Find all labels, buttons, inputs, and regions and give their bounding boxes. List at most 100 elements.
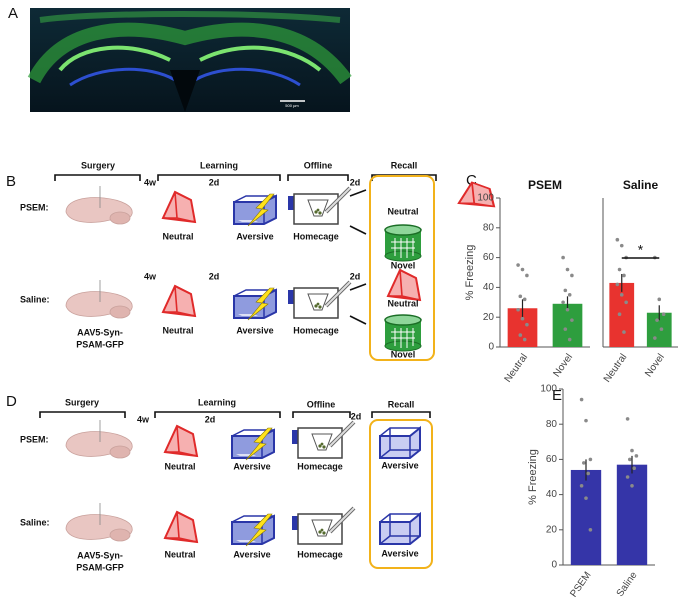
data-point bbox=[561, 300, 565, 305]
context-label: Homecage bbox=[297, 461, 343, 471]
interval: 2d bbox=[350, 177, 361, 187]
context-label: Aversive bbox=[381, 548, 418, 558]
context-label: Aversive bbox=[236, 231, 273, 241]
x-tick-label: PSEM bbox=[568, 570, 593, 599]
scale-bar-label: 500 µm bbox=[285, 103, 299, 108]
context-icon bbox=[384, 224, 422, 262]
data-point bbox=[619, 293, 624, 297]
diagram-d: Surgery Learning Offline Recall 4w 2d 2d… bbox=[20, 397, 433, 572]
interval: 2d bbox=[205, 414, 216, 424]
micrograph: 500 µm bbox=[27, 8, 352, 112]
data-point bbox=[615, 282, 620, 287]
y-tick-label: 60 bbox=[483, 252, 495, 263]
diagram-b: Surgery Learning Offline Recall 4w 2d 2d… bbox=[20, 160, 496, 361]
interval: 2d bbox=[209, 271, 220, 281]
virus-label: AAV5-Syn- bbox=[77, 550, 123, 560]
data-point bbox=[565, 307, 570, 312]
significance-label: * bbox=[638, 242, 644, 258]
data-point bbox=[567, 293, 572, 297]
data-point bbox=[657, 297, 662, 302]
data-point bbox=[588, 528, 593, 532]
panel-label: D bbox=[6, 393, 17, 410]
y-tick-label: 20 bbox=[546, 524, 558, 535]
context-label: Neutral bbox=[164, 549, 195, 559]
interval: 4w bbox=[137, 414, 150, 424]
context-label: Novel bbox=[391, 349, 416, 359]
chart-title: PSEM bbox=[528, 178, 562, 192]
data-point bbox=[617, 267, 622, 272]
data-point bbox=[625, 417, 630, 421]
data-point bbox=[565, 267, 570, 272]
stage-label: Offline bbox=[307, 399, 336, 409]
data-point bbox=[659, 327, 664, 331]
homecage-icon bbox=[290, 420, 356, 460]
data-point bbox=[588, 457, 593, 462]
stage-label: Learning bbox=[200, 160, 238, 170]
y-tick-label: 0 bbox=[488, 342, 494, 353]
bar bbox=[609, 282, 635, 347]
homecage-icon bbox=[290, 506, 356, 546]
data-point bbox=[584, 418, 588, 423]
row-label: PSEM: bbox=[20, 434, 49, 444]
panel-label: C bbox=[466, 172, 477, 189]
y-tick-label: 40 bbox=[546, 489, 558, 500]
panel-label: E bbox=[552, 387, 562, 404]
data-point bbox=[567, 337, 572, 342]
data-point bbox=[632, 466, 636, 471]
row-label: Saline: bbox=[20, 294, 50, 304]
stage-label: Recall bbox=[391, 160, 418, 170]
interval: 2d bbox=[351, 411, 362, 421]
context-label: Neutral bbox=[387, 206, 418, 216]
y-axis-label: % Freezing bbox=[527, 449, 539, 505]
context-label: Neutral bbox=[387, 298, 418, 308]
data-point bbox=[619, 243, 624, 248]
context-label: Homecage bbox=[293, 325, 339, 335]
data-point bbox=[617, 312, 622, 317]
data-point bbox=[630, 484, 634, 488]
data-point bbox=[561, 255, 565, 260]
context-label: Aversive bbox=[233, 461, 270, 471]
context-icon bbox=[164, 511, 198, 543]
y-tick-label: 100 bbox=[540, 384, 557, 395]
row-label: PSEM: bbox=[20, 202, 49, 212]
context-label: Aversive bbox=[236, 325, 273, 335]
context-icon bbox=[379, 513, 421, 545]
data-point bbox=[518, 294, 523, 299]
interval: 2d bbox=[209, 177, 220, 187]
brain-icon bbox=[65, 185, 133, 225]
context-label: Neutral bbox=[164, 461, 195, 471]
context-icon bbox=[233, 193, 277, 227]
data-point bbox=[579, 484, 584, 488]
data-point bbox=[615, 237, 620, 242]
y-tick-label: 0 bbox=[551, 560, 557, 571]
data-point bbox=[624, 300, 628, 305]
data-point bbox=[522, 297, 527, 302]
context-icon bbox=[162, 285, 196, 317]
interval: 4w bbox=[144, 271, 157, 281]
data-point bbox=[622, 273, 626, 278]
data-point bbox=[518, 333, 523, 337]
brain-icon bbox=[65, 279, 133, 319]
data-point bbox=[563, 288, 568, 293]
homecage-icon bbox=[286, 186, 352, 226]
data-point bbox=[622, 330, 626, 334]
row-label: Saline: bbox=[20, 517, 50, 527]
x-tick-label: Novel bbox=[643, 352, 667, 379]
stage-label: Recall bbox=[388, 399, 415, 409]
data-point bbox=[579, 397, 584, 402]
stage-label: Offline bbox=[304, 160, 333, 170]
data-point bbox=[516, 307, 520, 312]
context-icon bbox=[387, 269, 421, 301]
context-label: Aversive bbox=[381, 460, 418, 470]
context-icon bbox=[384, 314, 422, 352]
x-tick-label: Novel bbox=[551, 352, 575, 379]
context-icon bbox=[379, 427, 421, 459]
context-icon bbox=[162, 191, 196, 223]
data-point bbox=[570, 273, 574, 278]
context-label: Neutral bbox=[162, 325, 193, 335]
data-point bbox=[628, 457, 632, 462]
homecage-icon bbox=[286, 280, 352, 320]
data-point bbox=[634, 454, 639, 458]
recall-box bbox=[369, 419, 433, 569]
